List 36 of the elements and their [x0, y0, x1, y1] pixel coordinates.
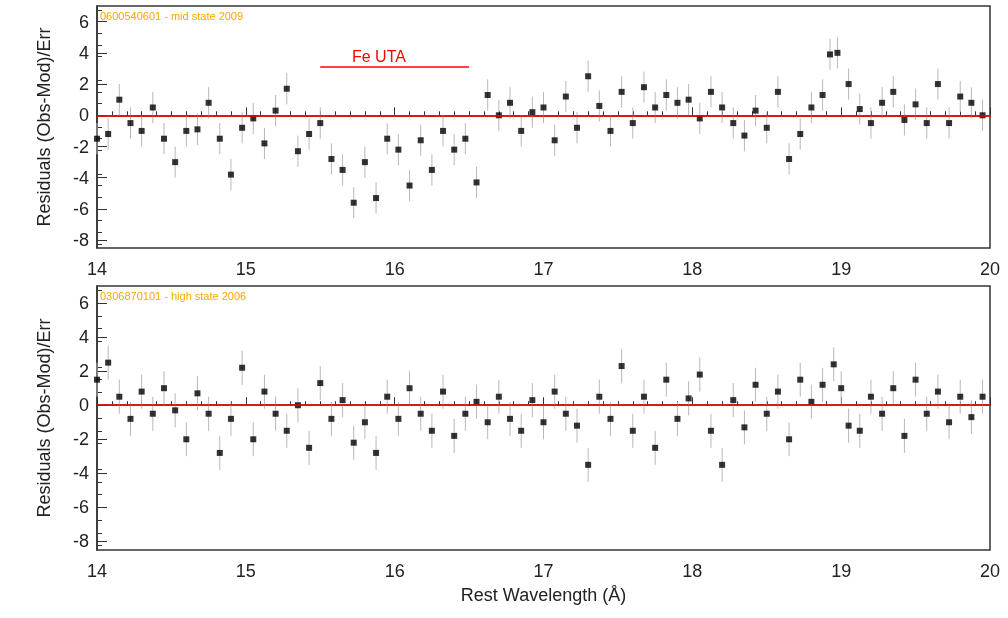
y-axis-title: Residuals (Obs-Mod)/Err: [34, 27, 54, 227]
x-tick-label: 19: [831, 259, 852, 279]
x-tick-label: 18: [682, 561, 703, 581]
x-tick-label: 14: [86, 561, 108, 581]
y-tick-label: -2: [72, 429, 89, 450]
y-tick-label: 0: [78, 105, 89, 126]
y-tick-label: -4: [72, 167, 89, 188]
annotation: Fe UTA: [352, 47, 407, 65]
y-tick-label: -8: [72, 531, 89, 552]
x-tick-label: 20: [979, 561, 1001, 581]
annotation: 0600540601 - mid state 2009: [100, 9, 244, 22]
y-tick-label: 6: [78, 293, 89, 314]
y-tick-label: 4: [78, 327, 89, 348]
y-tick-label: 6: [78, 11, 89, 32]
x-tick-label: 20: [979, 259, 1001, 279]
x-axis-title: Rest Wavelength (Å): [460, 585, 627, 605]
x-tick-label: 18: [682, 259, 703, 279]
annotation: 0306870101 - high state 2006: [100, 289, 247, 302]
y-tick-label: 2: [78, 74, 89, 95]
x-tick-label: 17: [533, 561, 554, 581]
y-tick-label: -4: [72, 463, 89, 484]
y-tick-label: 0: [78, 395, 89, 416]
x-tick-label: 16: [384, 259, 405, 279]
y-tick-label: -8: [72, 230, 89, 251]
y-tick-label: -6: [72, 198, 89, 219]
y-tick-label: 2: [78, 361, 89, 382]
y-tick-label: 4: [78, 42, 89, 63]
y-tick-label: -6: [72, 497, 89, 518]
x-tick-label: 17: [533, 259, 554, 279]
x-tick-label: 15: [235, 561, 256, 581]
x-tick-label: 14: [86, 259, 108, 279]
y-tick-label: -2: [72, 136, 89, 157]
x-tick-label: 15: [235, 259, 256, 279]
x-tick-label: 16: [384, 561, 405, 581]
x-tick-label: 19: [831, 561, 852, 581]
y-axis-title: Residuals (Obs-Mod)/Err: [34, 318, 54, 518]
